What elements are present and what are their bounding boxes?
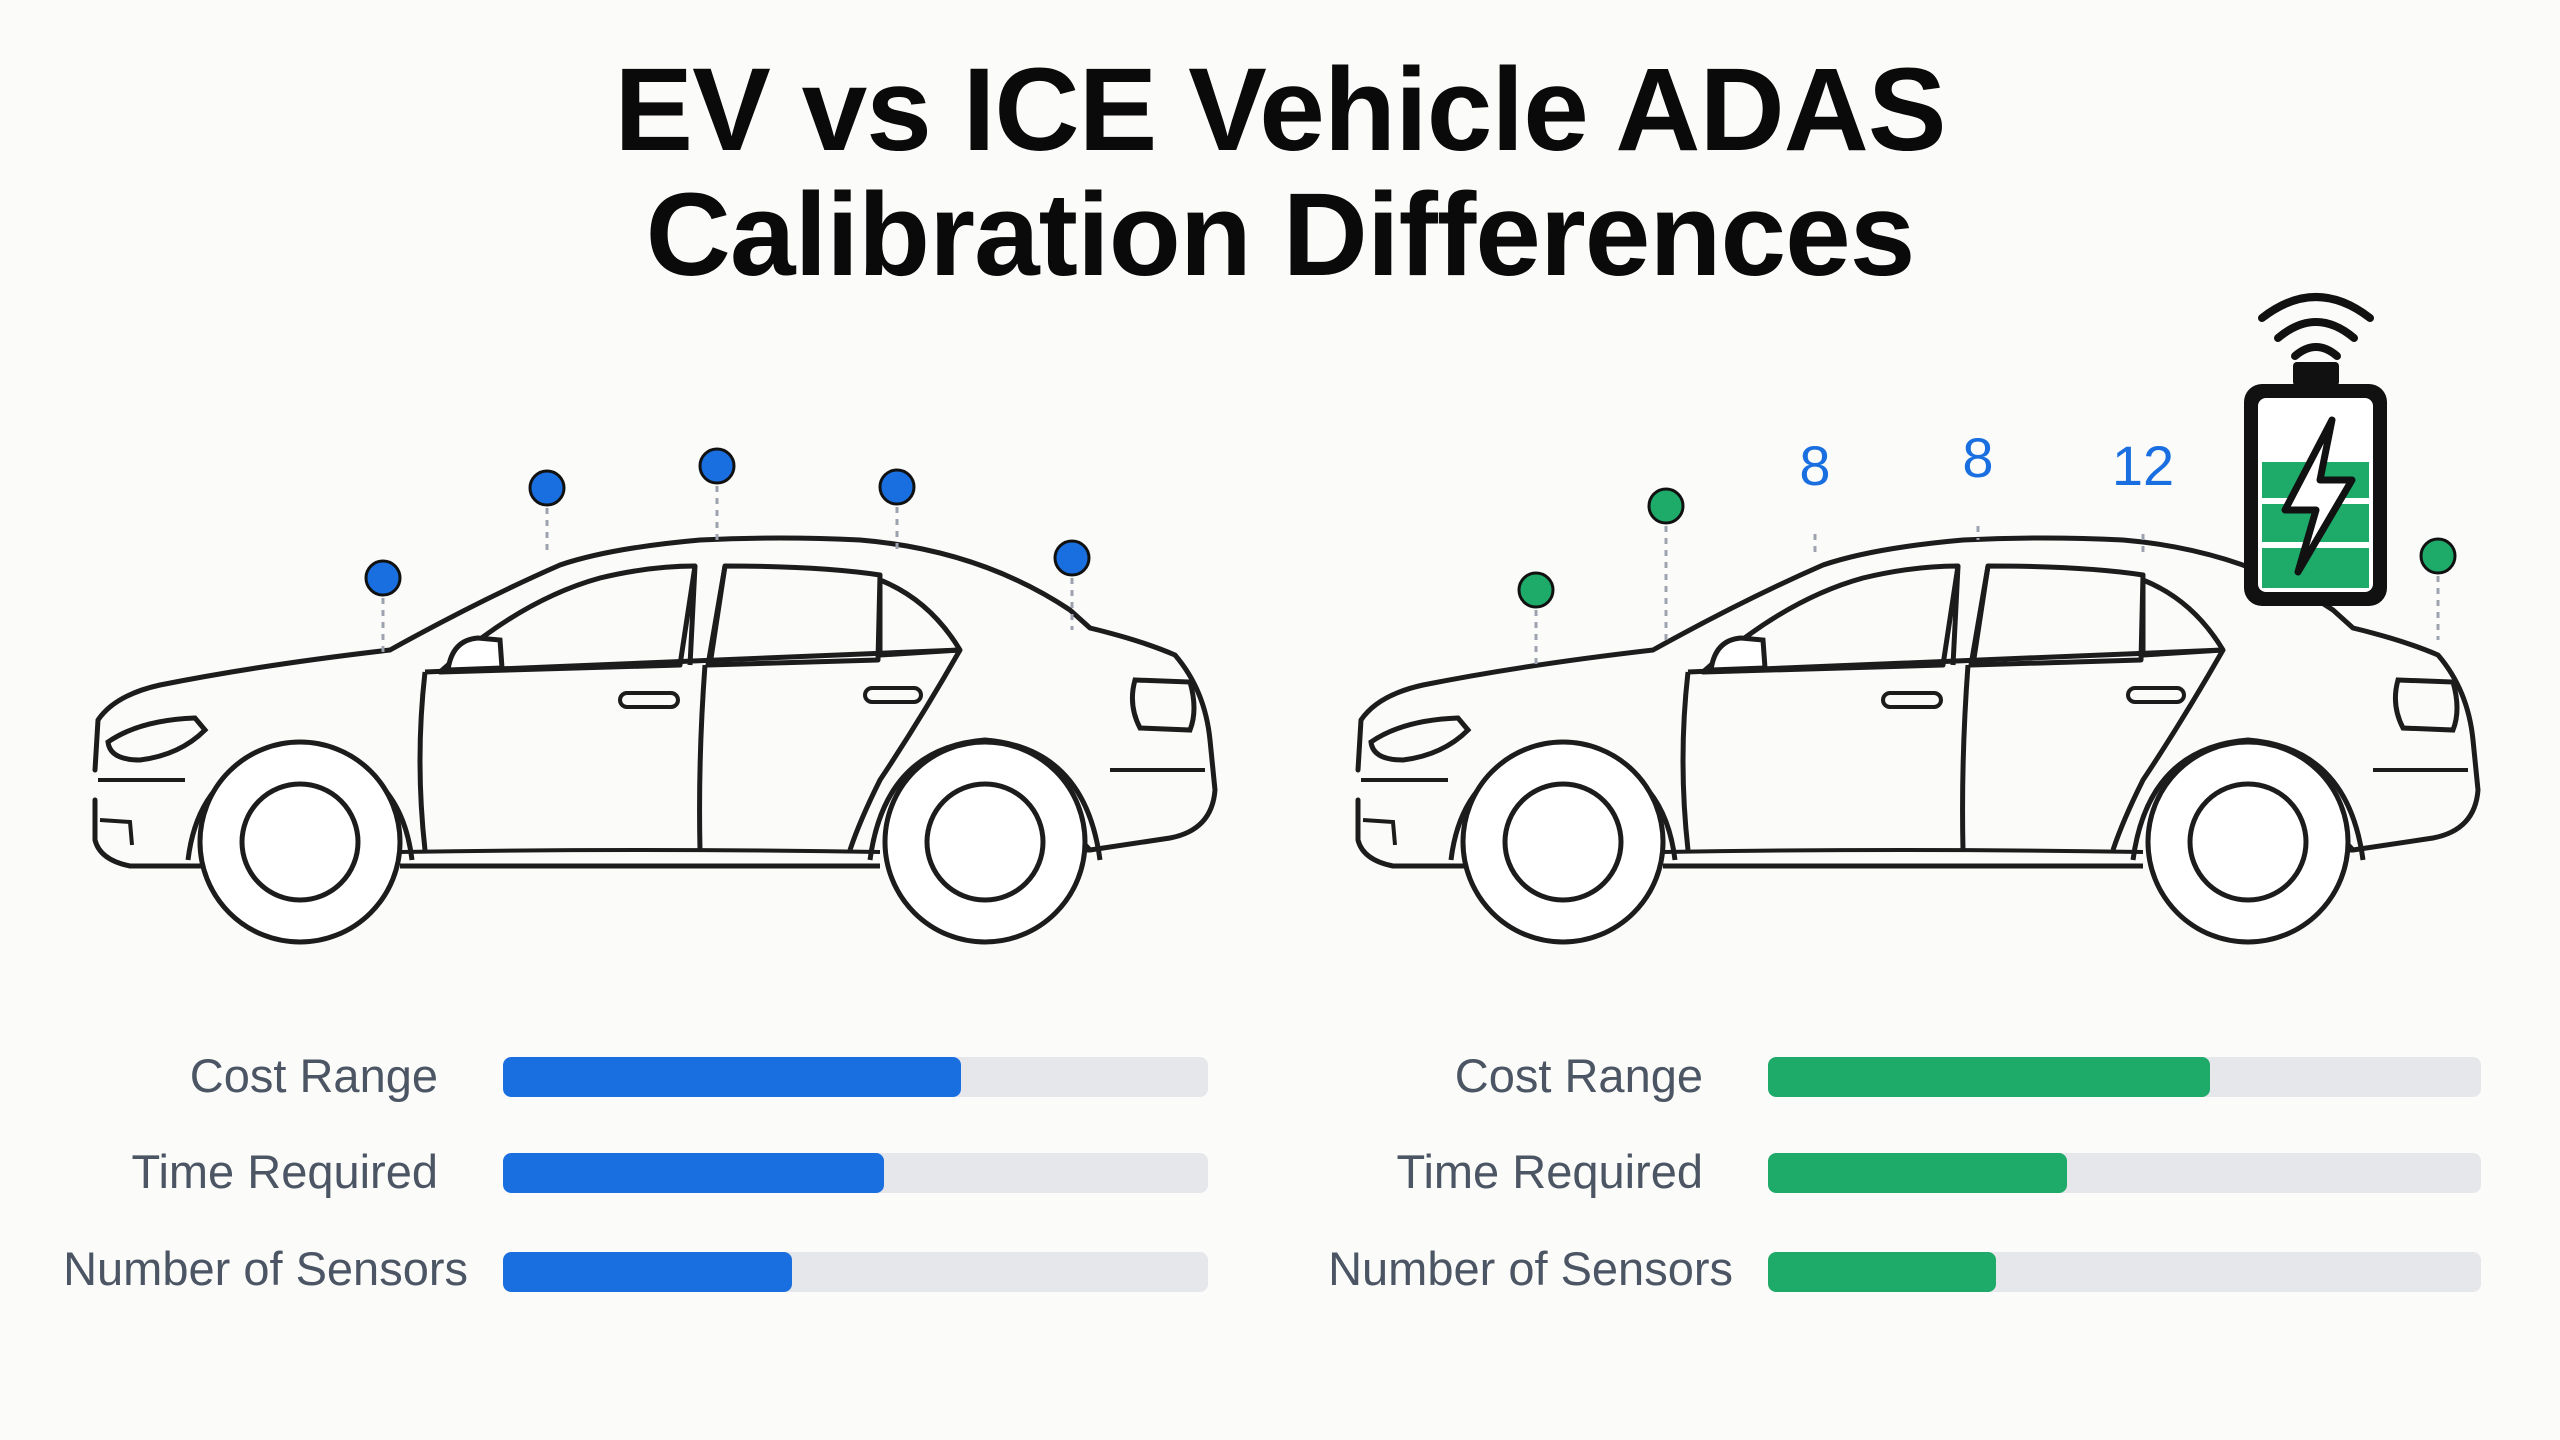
- ev-sensor-dot: [1647, 487, 1685, 525]
- ice-sensor-markers: [364, 447, 1091, 655]
- page-title: EV vs ICE Vehicle ADAS Calibration Diffe…: [0, 48, 2560, 298]
- ev-cost-range-label: Cost Range: [1454, 1049, 1703, 1102]
- ice-time-required-label: Time Required: [131, 1145, 439, 1198]
- ice-cost-range-bar: [503, 1057, 1208, 1097]
- ice-number-of-sensors-bar: [503, 1252, 1208, 1292]
- ev-cost-range-fill: [1768, 1057, 2211, 1097]
- ice-sensor-dot: [698, 447, 736, 485]
- ice-sensor-dot: [528, 469, 566, 507]
- ev-time-required-bar: [1768, 1153, 2481, 1193]
- ice-sensor-dot: [364, 559, 402, 597]
- ice-time-required-bar: [503, 1153, 1208, 1193]
- ice-cost-range-fill: [503, 1057, 962, 1097]
- sensor-count-3: 12: [2112, 434, 2174, 497]
- ev-number-of-sensors-label: Number of Sensors: [1328, 1242, 1733, 1295]
- ev-number-of-sensors-fill: [1768, 1252, 1997, 1292]
- battery-charging-icon: [2244, 362, 2387, 606]
- ice-number-of-sensors-label: Number of Sensors: [63, 1242, 468, 1295]
- sensor-count-2: 8: [1962, 426, 1993, 489]
- ice-cost-range-label: Cost Range: [189, 1049, 438, 1102]
- ev-sensor-markers: [1517, 487, 2457, 665]
- wifi-signal-icon: [2258, 293, 2374, 360]
- ev-sensor-dot: [1517, 571, 1555, 609]
- ev-number-of-sensors-bar: [1768, 1252, 2481, 1292]
- ice-sensor-dot: [878, 468, 916, 506]
- ice-sensor-dot: [1053, 539, 1091, 577]
- ev-time-required-label: Time Required: [1396, 1145, 1704, 1198]
- ev-time-required-fill: [1768, 1153, 2068, 1193]
- title-line-1: EV vs ICE Vehicle ADAS: [614, 44, 1946, 176]
- ice-number-of-sensors-fill: [503, 1252, 793, 1292]
- ev-cost-range-bar: [1768, 1057, 2481, 1097]
- ice-vehicle-car: [95, 538, 1215, 942]
- ev-sensor-dot: [2419, 537, 2457, 575]
- sensor-count-1: 8: [1799, 434, 1830, 497]
- lightning-bolt-icon: [2281, 416, 2356, 576]
- ice-time-required-fill: [503, 1153, 884, 1193]
- title-line-2: Calibration Differences: [645, 169, 1916, 301]
